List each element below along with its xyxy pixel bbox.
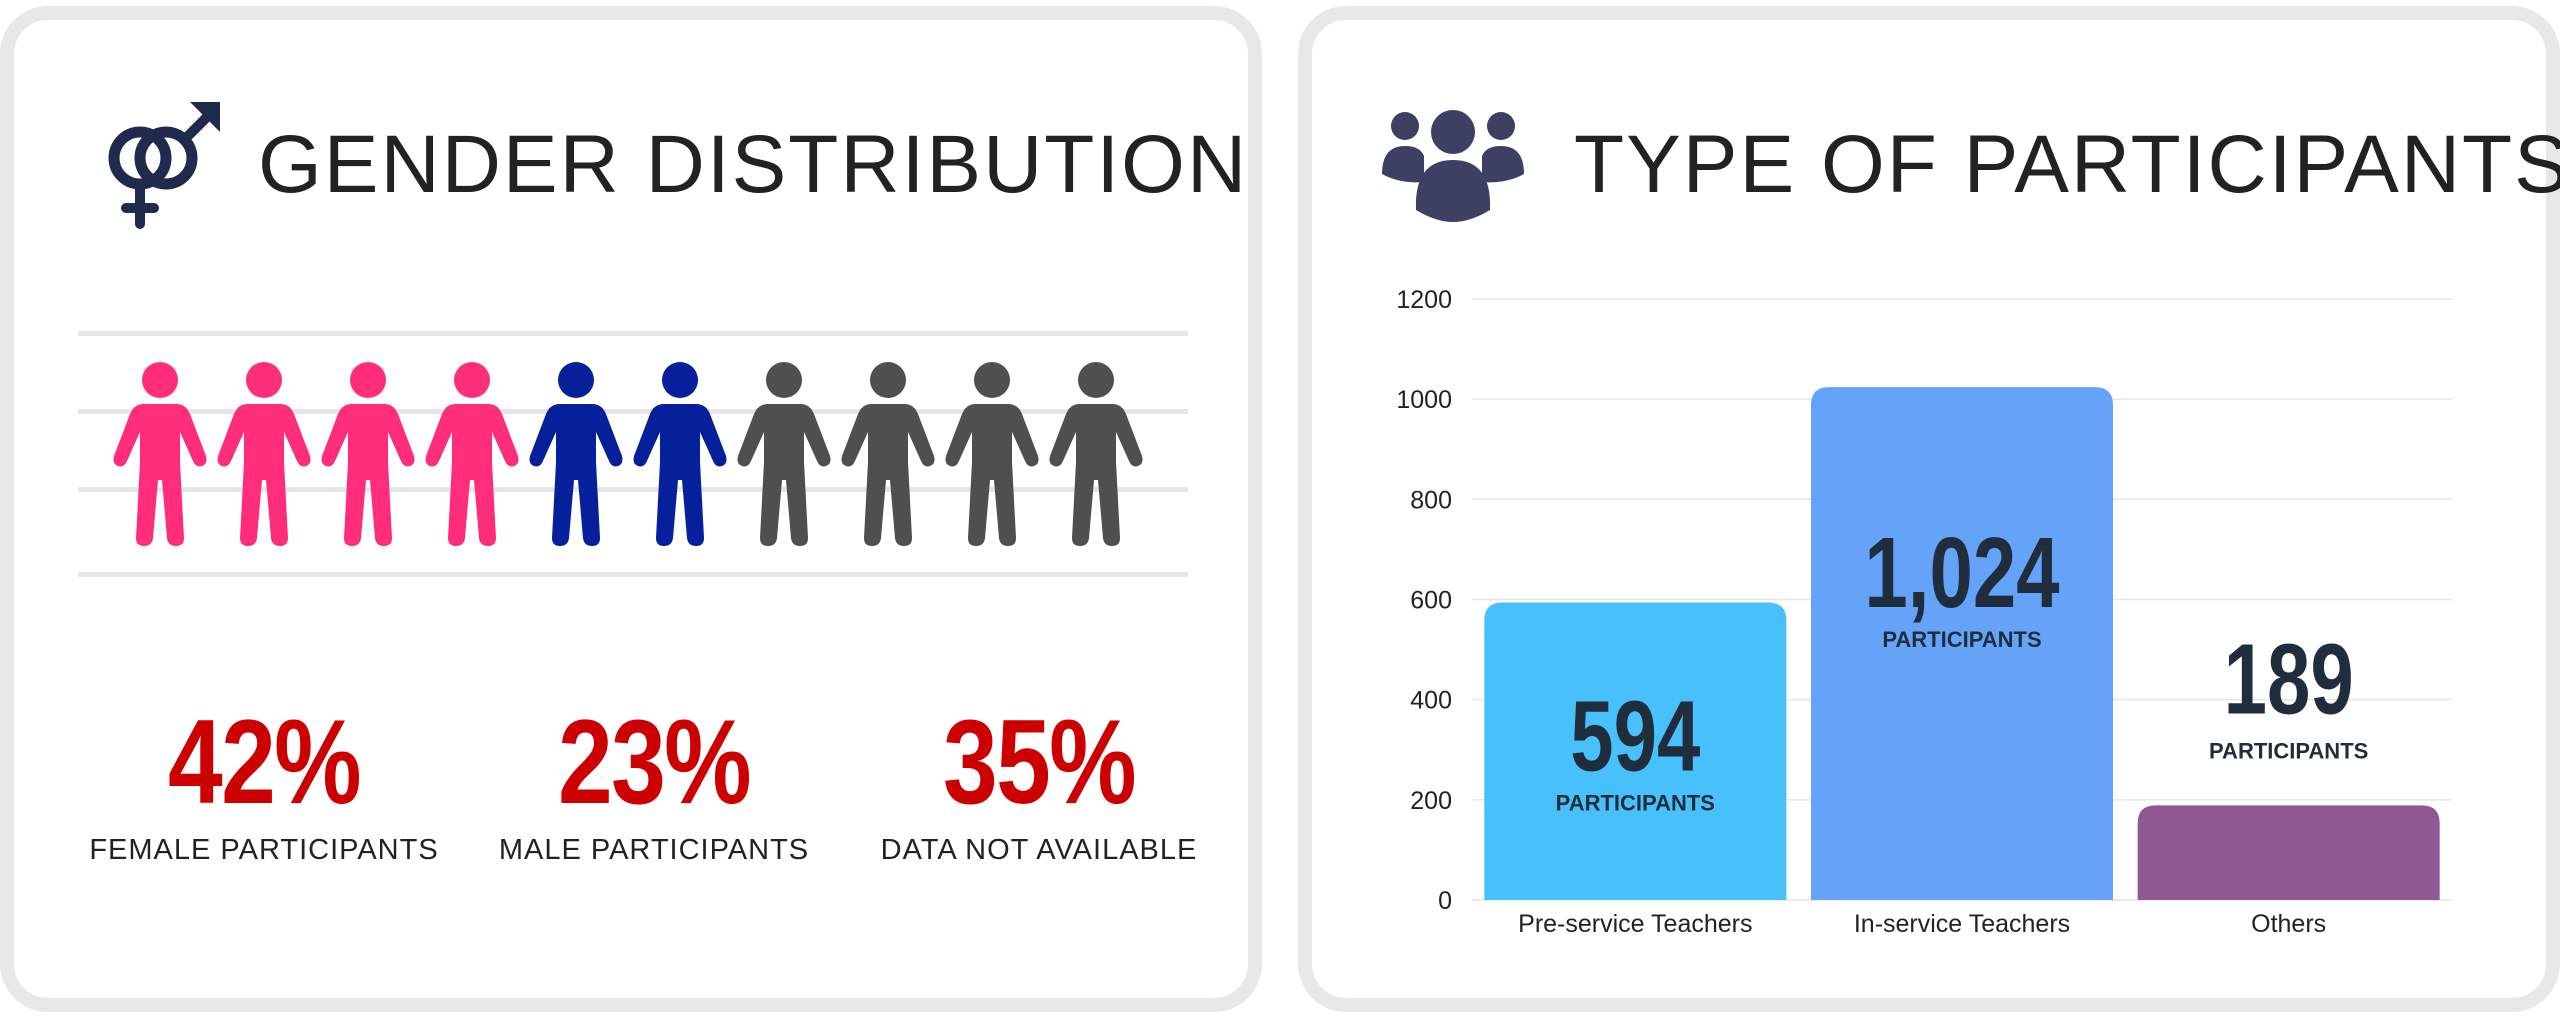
gender-distribution-card: GENDER DISTRIBUTION 42% FEMALE PARTICIPA… xyxy=(0,6,1262,1012)
person-female-icon xyxy=(217,362,311,546)
stat-female: 42% FEMALE PARTICIPANTS xyxy=(84,702,444,867)
gender-title: GENDER DISTRIBUTION xyxy=(258,119,1249,210)
y-tick-label: 600 xyxy=(1410,587,1452,615)
grid-line-2 xyxy=(78,487,1188,492)
y-tick-label: 0 xyxy=(1438,887,1452,915)
person-male-icon xyxy=(529,362,623,546)
bar-1 xyxy=(1484,602,1787,900)
grid-line-1 xyxy=(78,409,1188,414)
y-tick-label: 1200 xyxy=(1396,286,1452,314)
x-tick-label: Pre-service Teachers xyxy=(1518,910,1752,938)
participants-card: TYPE OF PARTICIPANTS 0 200 400 600 800 1000 12… xyxy=(1298,6,2560,1012)
person-unknown-icon xyxy=(841,362,935,546)
x-tick-label: Others xyxy=(2251,910,2326,938)
stat-unknown: 35% DATA NOT AVAILABLE xyxy=(859,702,1219,867)
stat-male-label: MALE PARTICIPANTS xyxy=(498,834,810,866)
divider-top xyxy=(78,331,1188,336)
stat-female-label: FEMALE PARTICIPANTS xyxy=(89,834,439,866)
y-tick-label: 1000 xyxy=(1396,386,1452,414)
person-unknown-icon xyxy=(945,362,1039,546)
participants-title: TYPE OF PARTICIPANTS xyxy=(1574,119,2560,210)
person-female-icon xyxy=(425,362,519,546)
data-label-suffix: PARTICIPANTS xyxy=(1882,627,2041,652)
person-female-icon xyxy=(321,362,415,546)
data-label-value: 189 xyxy=(2224,624,2354,736)
person-unknown-icon xyxy=(1049,362,1143,546)
y-tick-label: 800 xyxy=(1410,486,1452,514)
bar-3 xyxy=(2137,805,2440,900)
y-tick-label: 400 xyxy=(1410,687,1452,715)
bar-2 xyxy=(1811,387,2113,900)
group-icon xyxy=(1382,110,1524,222)
divider-bottom xyxy=(78,572,1188,577)
gender-symbol-icon xyxy=(108,102,220,229)
person-unknown-icon xyxy=(737,362,831,546)
participants-bar-chart: 0 200 400 600 800 1000 1200 Pre-service Teacher… xyxy=(1396,286,2452,938)
data-label-value: 1,024 xyxy=(1864,518,2059,630)
stat-male-value: 23% xyxy=(557,695,752,829)
x-tick-label: In-service Teachers xyxy=(1854,910,2070,938)
data-label-value: 594 xyxy=(1570,681,1700,793)
person-male-icon xyxy=(633,362,727,546)
stat-unknown-value: 35% xyxy=(942,695,1137,829)
stat-unknown-label: DATA NOT AVAILABLE xyxy=(880,834,1198,866)
data-label-suffix: PARTICIPANTS xyxy=(2209,738,2368,763)
stat-female-value: 42% xyxy=(167,695,362,829)
stat-male: 23% MALE PARTICIPANTS xyxy=(474,702,834,867)
data-label-suffix: PARTICIPANTS xyxy=(1556,791,1715,816)
person-female-icon xyxy=(113,362,207,546)
y-tick-label: 200 xyxy=(1410,787,1452,815)
